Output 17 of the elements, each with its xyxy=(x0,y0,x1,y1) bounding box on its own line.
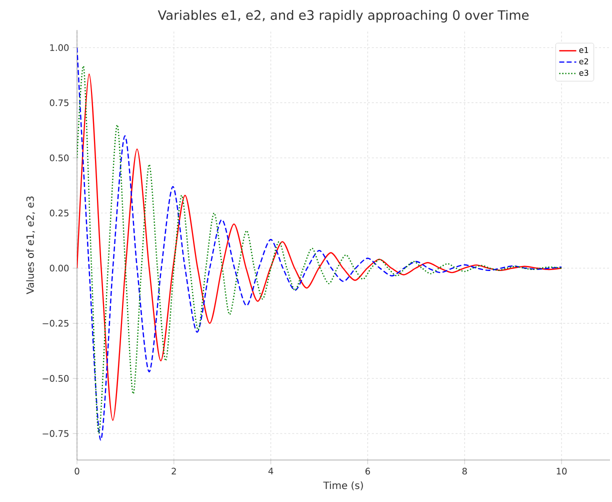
x-tick-label: 8 xyxy=(462,468,467,475)
y-tick-label: 1.00 xyxy=(50,44,69,52)
y-tick-label: 0.25 xyxy=(50,210,68,216)
y-tick-label: −0.75 xyxy=(42,430,68,437)
y-tick-label: 0.75 xyxy=(50,99,68,106)
x-tick-label: 2 xyxy=(172,468,176,474)
x-tick-label: 0 xyxy=(74,468,80,475)
x-tick-label: 6 xyxy=(366,468,370,475)
chart-title: Variables e1, e2, and e3 rapidly approaching 0 over Time xyxy=(158,10,529,22)
x-axis-title: Time (s) xyxy=(323,481,363,490)
y-tick-label: −0.50 xyxy=(42,375,69,382)
y-tick-label: 0.50 xyxy=(50,154,69,162)
y-axis-title: Values of e1, e2, e3 xyxy=(26,196,35,294)
x-tick-label: 4 xyxy=(268,468,274,474)
x-tick-label: 10 xyxy=(556,468,567,475)
y-tick-label: −0.25 xyxy=(42,320,68,327)
y-tick-label: 0.00 xyxy=(50,264,69,272)
